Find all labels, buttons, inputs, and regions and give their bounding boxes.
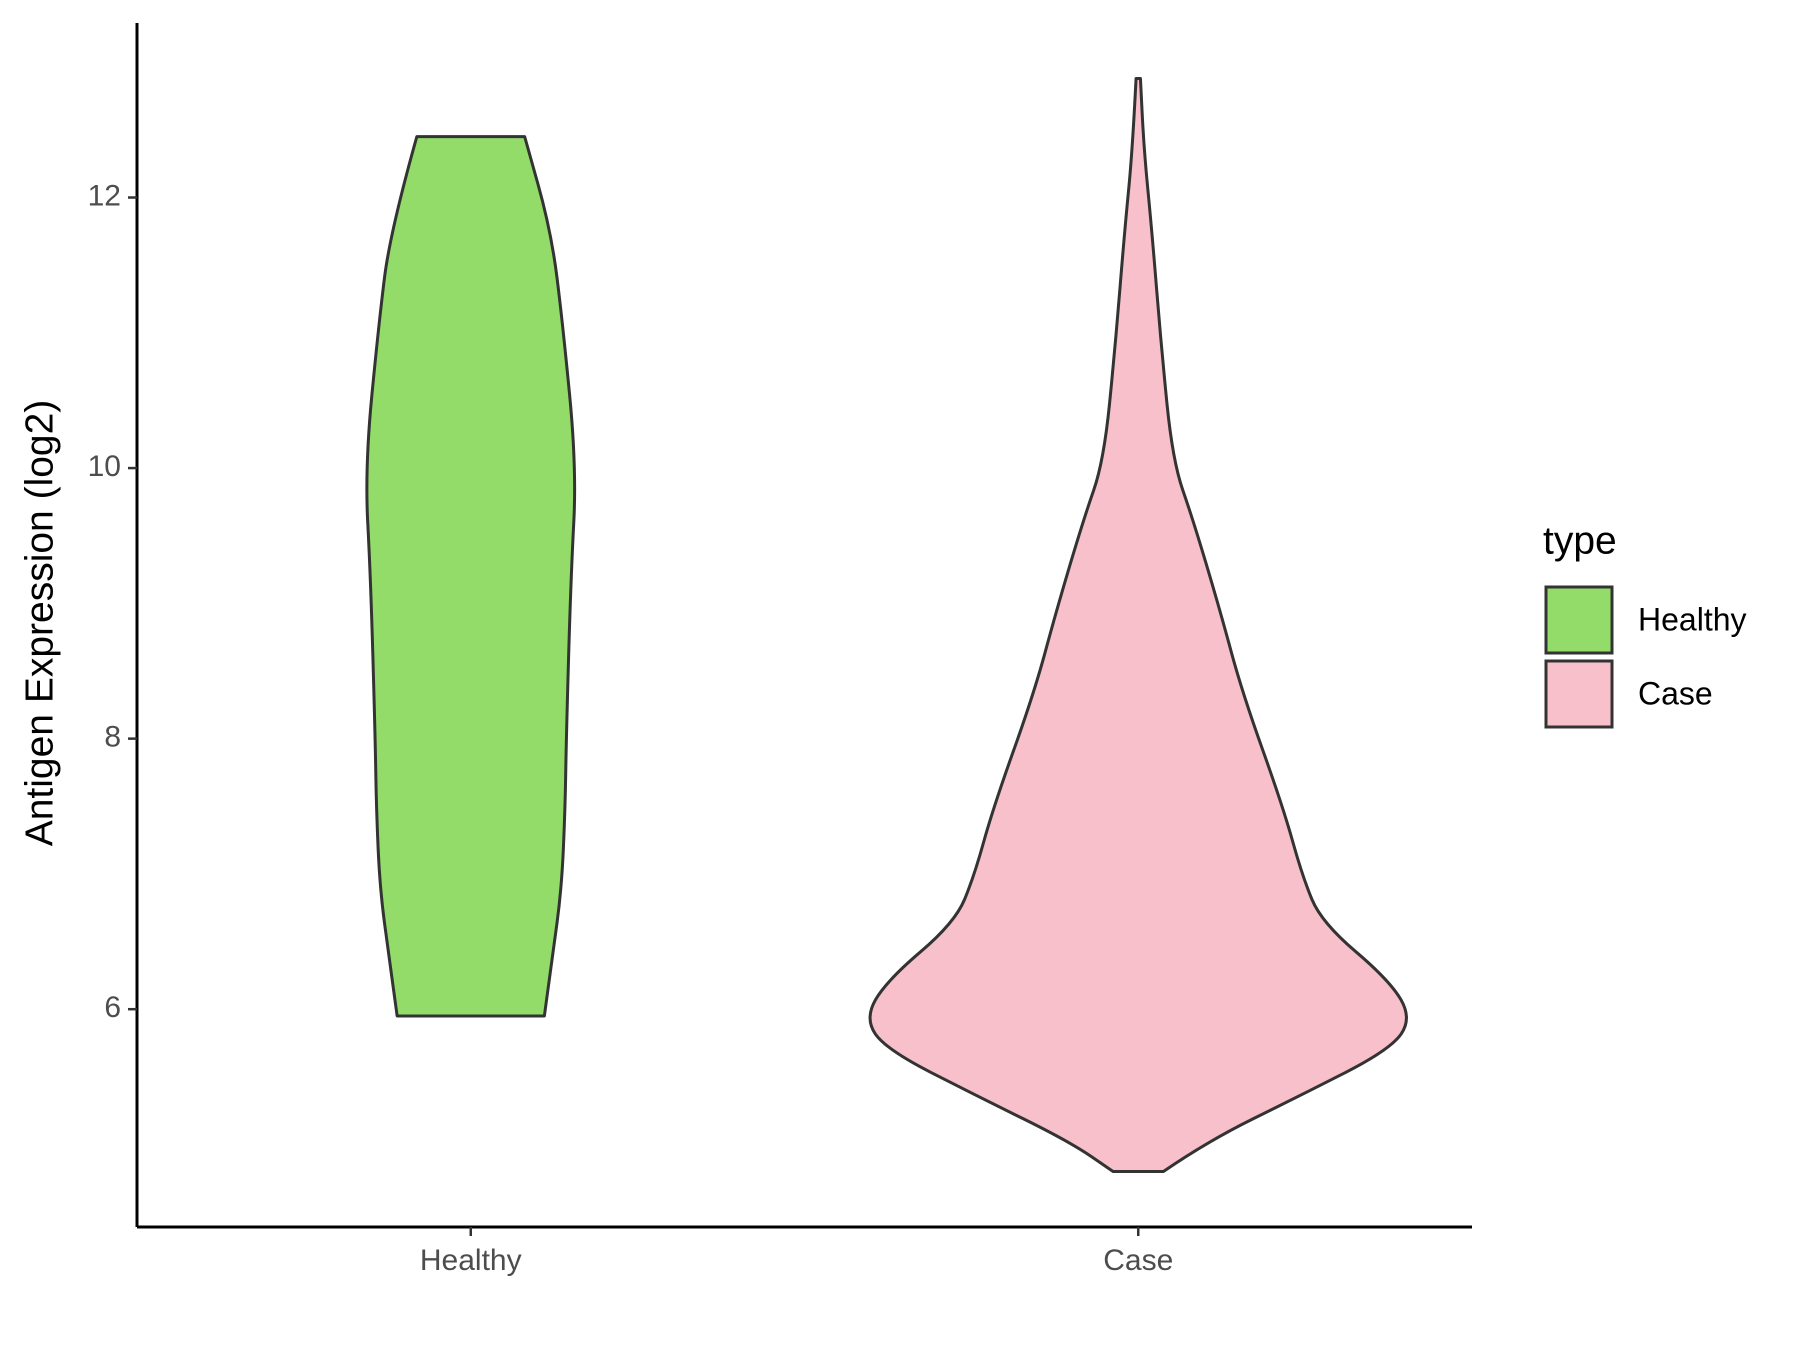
x-tick-label: Healthy bbox=[420, 1244, 522, 1277]
y-tick-label: 10 bbox=[88, 450, 121, 483]
legend-key bbox=[1544, 659, 1614, 729]
y-tick-label: 8 bbox=[104, 721, 121, 754]
legend-label: Case bbox=[1638, 675, 1713, 711]
legend-key bbox=[1544, 585, 1614, 655]
x-tick-label: Case bbox=[1103, 1244, 1173, 1277]
violin bbox=[365, 135, 577, 1018]
legend-label: Healthy bbox=[1638, 601, 1747, 637]
y-tick-label: 12 bbox=[88, 179, 121, 212]
y-tick-label: 6 bbox=[104, 991, 121, 1024]
legend-title: type bbox=[1543, 519, 1617, 562]
violin bbox=[868, 76, 1408, 1174]
y-axis-title: Antigen Expression (log2) bbox=[18, 400, 61, 847]
